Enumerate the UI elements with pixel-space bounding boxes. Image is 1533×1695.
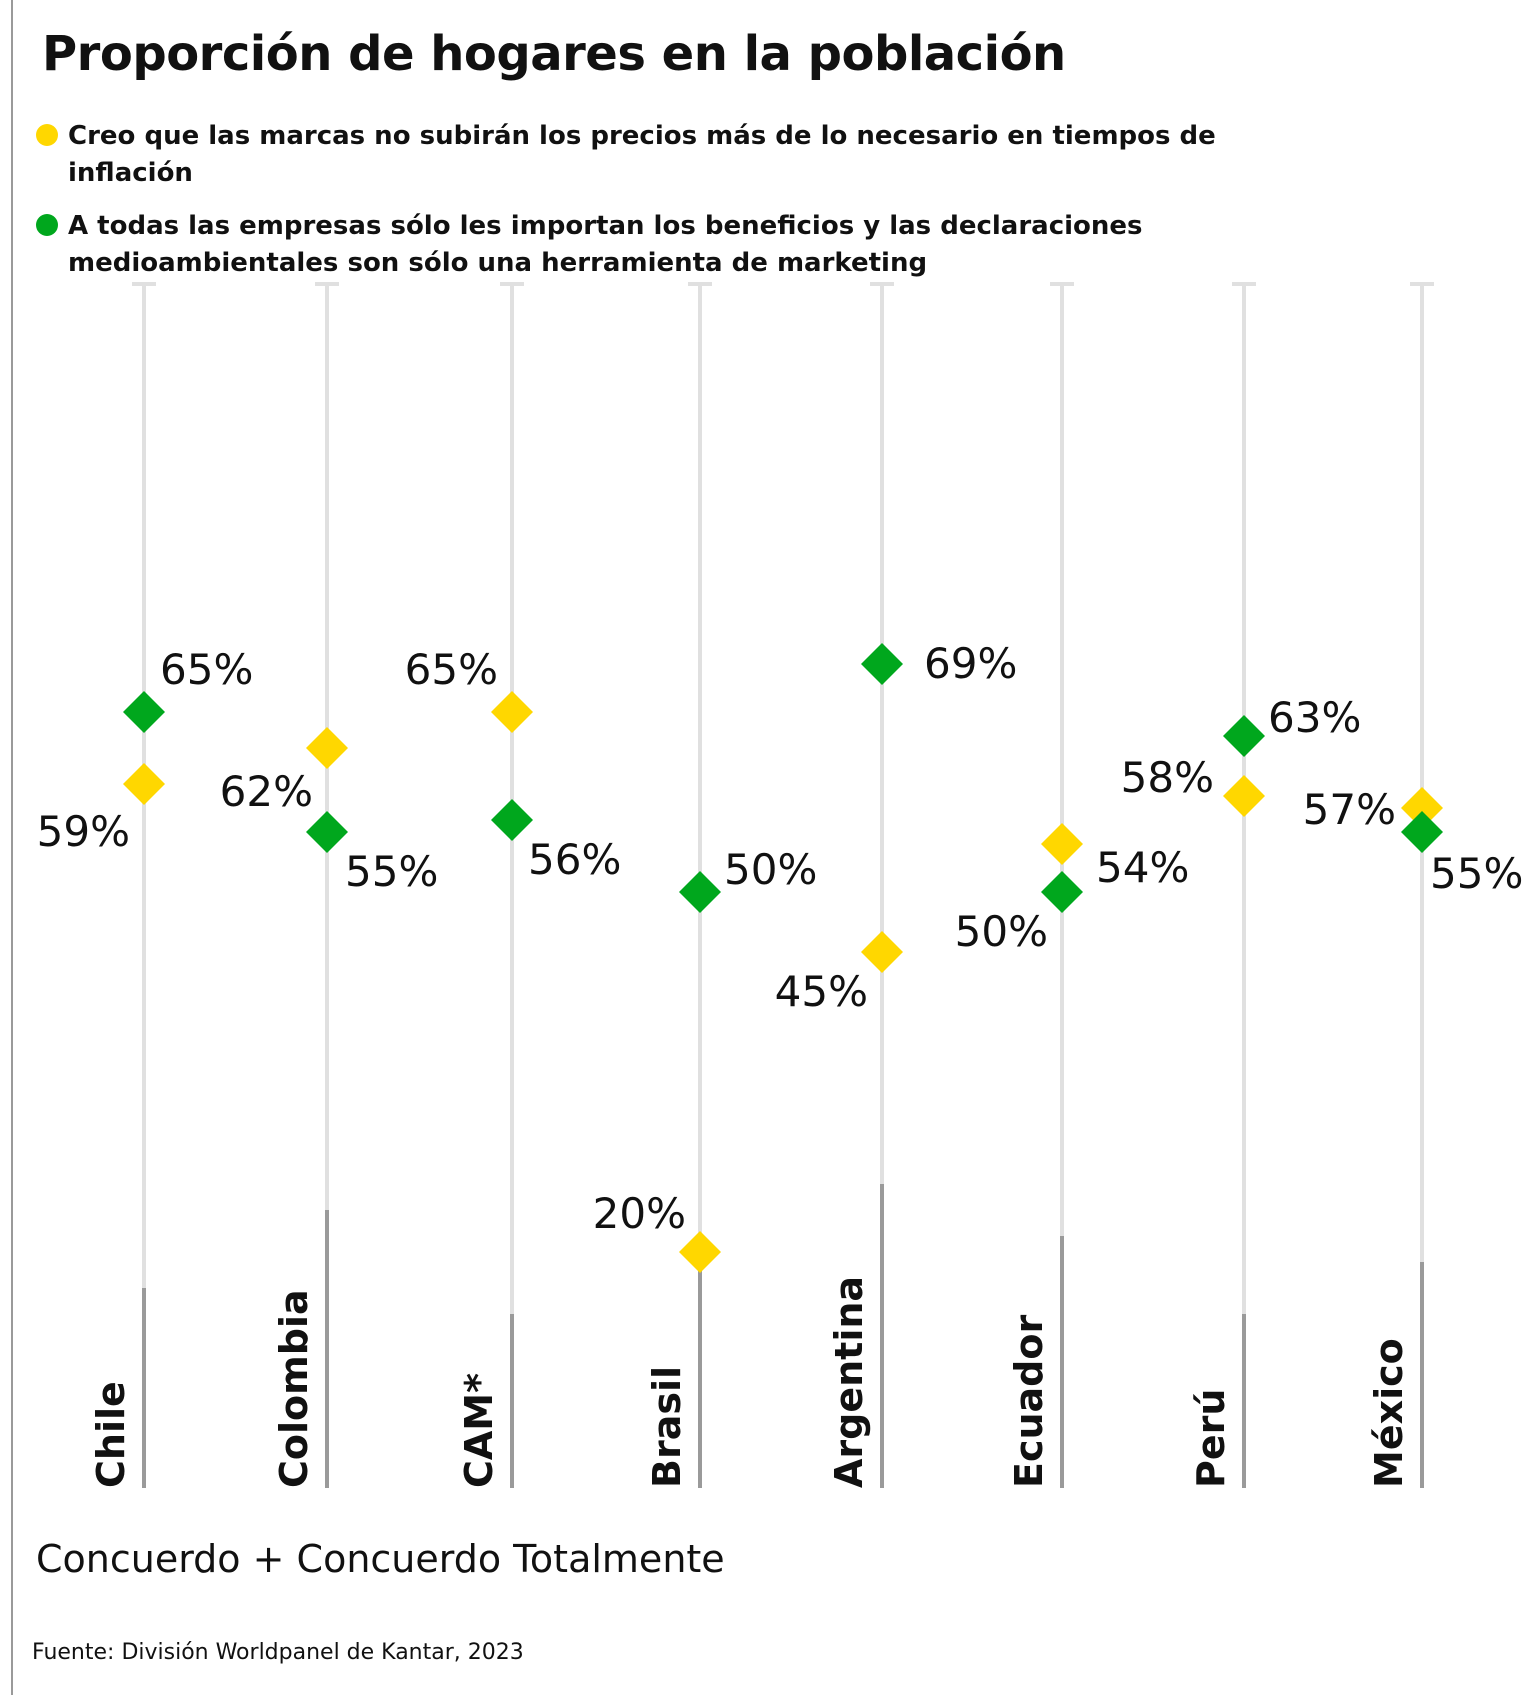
category-chile: Chile — [89, 282, 156, 1488]
green-data-label: 69% — [924, 639, 1017, 688]
legend-dot-yellow-icon — [36, 124, 58, 146]
left-border — [11, 0, 13, 1695]
green-marker — [1223, 715, 1265, 757]
legend-item-yellow: Creo que las marcas no subirán los preci… — [36, 118, 1496, 192]
source-text: Fuente: División Worldpanel de Kantar, 2… — [32, 1640, 524, 1665]
yellow-marker — [1041, 823, 1083, 865]
green-data-label: 55% — [345, 847, 438, 896]
yellow-data-label: 62% — [220, 767, 313, 816]
category-colombia: Colombia — [272, 282, 339, 1488]
green-data-label: 50% — [955, 907, 1048, 956]
yellow-data-label: 57% — [1303, 785, 1396, 834]
green-data-label: 65% — [160, 645, 253, 694]
legend-label-yellow: Creo que las marcas no subirán los preci… — [68, 121, 1216, 188]
category-label: México — [1367, 1338, 1411, 1488]
category-label: Colombia — [272, 1289, 316, 1488]
legend: Creo que las marcas no subirán los preci… — [36, 118, 1496, 298]
green-marker — [491, 799, 533, 841]
category-per: Perú — [1189, 282, 1256, 1488]
chart-note: Concuerdo + Concuerdo Totalmente — [36, 1537, 725, 1581]
green-data-label: 55% — [1430, 849, 1523, 898]
yellow-marker — [1223, 775, 1265, 817]
legend-item-green: A todas las empresas sólo les importan l… — [36, 208, 1496, 282]
yellow-data-label: 54% — [1096, 843, 1189, 892]
category-label: CAM* — [457, 1373, 501, 1488]
dot-plot-chart: Chile Colombia CAM* Brasil Argentina Ecuador P… — [37, 282, 1523, 1488]
green-data-label: 63% — [1268, 693, 1361, 742]
green-marker — [1041, 871, 1083, 913]
category-cam: CAM* — [457, 282, 524, 1488]
yellow-marker — [491, 691, 533, 733]
category-label: Chile — [89, 1381, 133, 1488]
category-label: Ecuador — [1007, 1315, 1051, 1488]
yellow-marker — [306, 727, 348, 769]
green-data-label: 56% — [528, 835, 621, 884]
yellow-data-label: 45% — [775, 967, 868, 1016]
legend-dot-green-icon — [36, 214, 58, 236]
green-marker — [679, 871, 721, 913]
yellow-data-label: 58% — [1121, 753, 1214, 802]
yellow-marker — [123, 763, 165, 805]
yellow-marker — [1401, 787, 1443, 829]
yellow-marker — [679, 1231, 721, 1273]
category-label: Perú — [1189, 1389, 1233, 1488]
green-data-label: 50% — [724, 845, 817, 894]
yellow-data-label: 65% — [405, 645, 498, 694]
category-label: Brasil — [645, 1366, 689, 1488]
chart-title: Proporción de hogares en la población — [42, 26, 1066, 82]
category-mxico: México — [1367, 282, 1434, 1488]
legend-label-green: A todas las empresas sólo les importan l… — [68, 211, 1143, 278]
green-marker — [861, 643, 903, 685]
green-marker — [123, 691, 165, 733]
category-label: Argentina — [827, 1276, 871, 1488]
category-argentina: Argentina — [827, 282, 894, 1488]
yellow-marker — [861, 931, 903, 973]
yellow-data-label: 20% — [593, 1189, 686, 1238]
green-marker — [1401, 811, 1443, 853]
green-marker — [306, 811, 348, 853]
yellow-data-label: 59% — [37, 807, 130, 856]
